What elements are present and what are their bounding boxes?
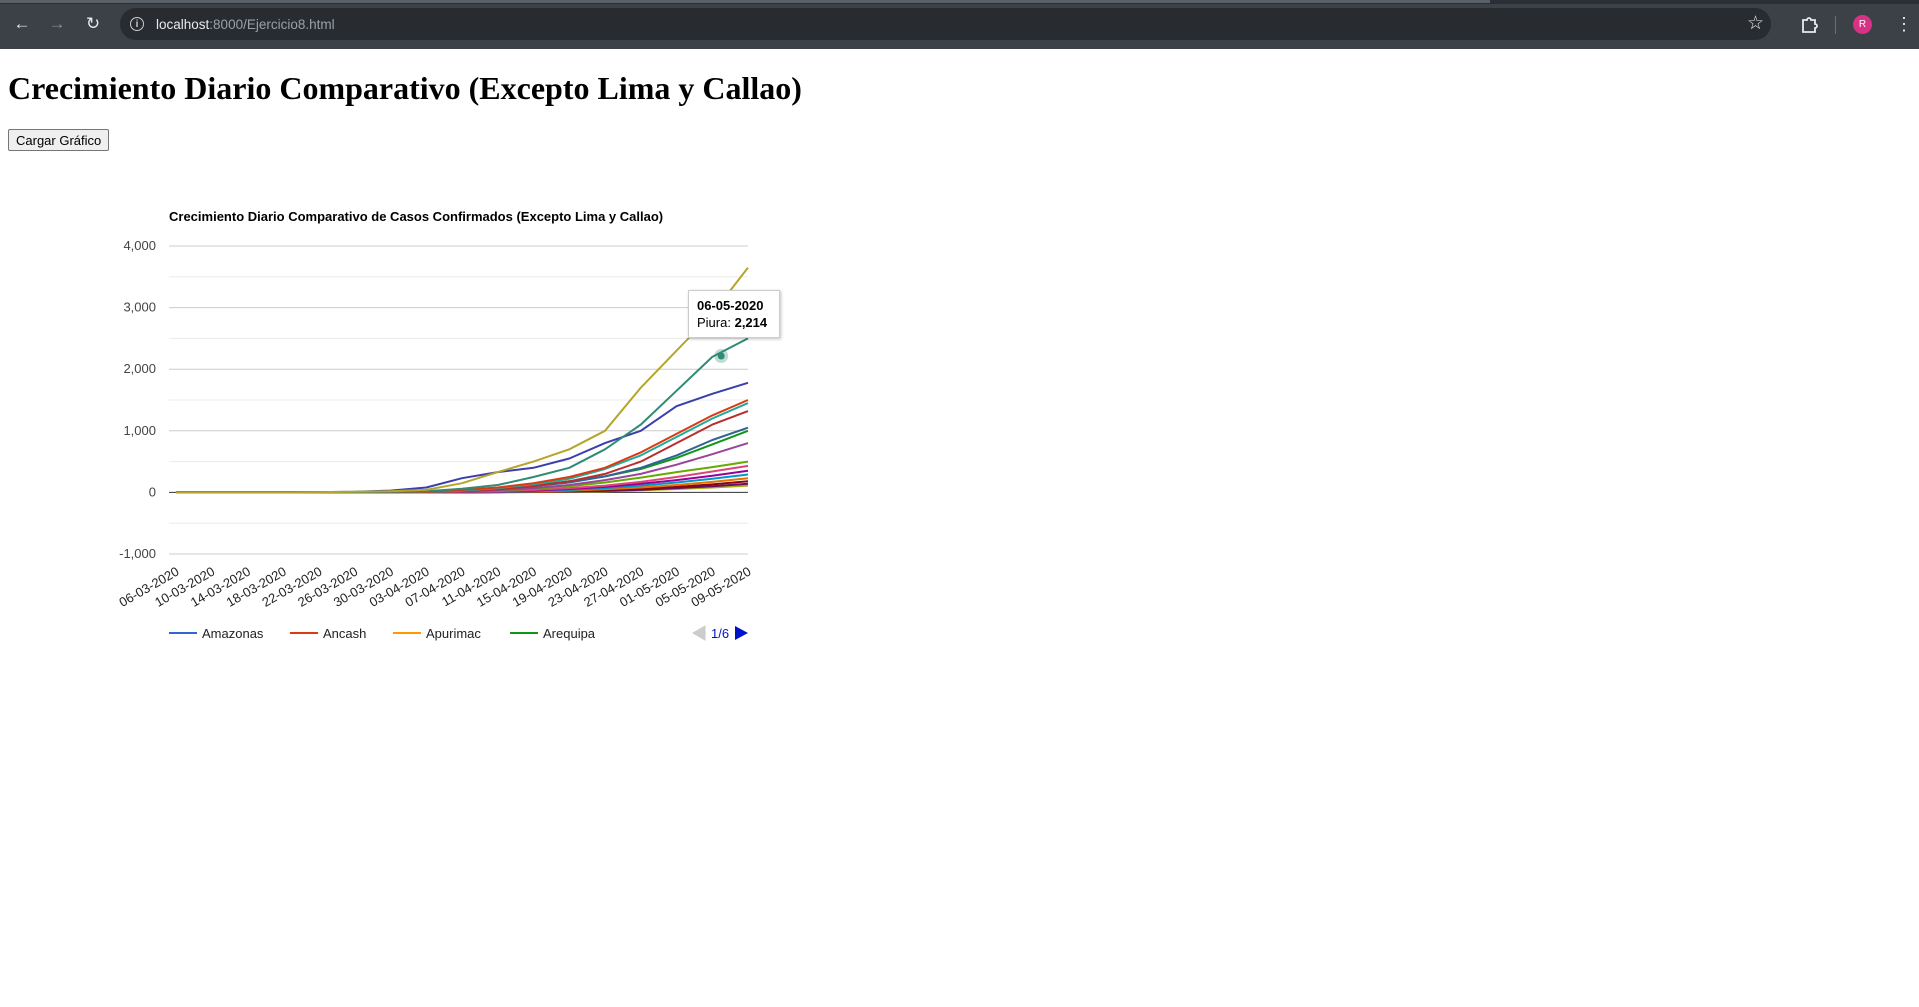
url-text[interactable]: localhost:8000/Ejercicio8.html bbox=[156, 17, 335, 32]
legend: Amazonas Ancash Apurimac Arequipa 1/6 bbox=[169, 625, 748, 641]
kebab-menu-icon[interactable]: ⋮ bbox=[1895, 14, 1913, 34]
gridlines bbox=[169, 245, 748, 555]
series-line bbox=[176, 266, 749, 494]
profile-avatar[interactable]: R bbox=[1853, 15, 1872, 34]
hover-point bbox=[714, 349, 729, 364]
browser-toolbar: ← → ↻ i localhost:8000/Ejercicio8.html ☆… bbox=[0, 0, 1919, 49]
site-info-icon[interactable]: i bbox=[130, 17, 144, 31]
legend-prev-icon[interactable] bbox=[692, 625, 706, 641]
x-axis-ticks: 06-03-202010-03-202014-03-202018-03-2020… bbox=[116, 564, 753, 610]
tooltip-date: 06-05-2020 bbox=[697, 298, 764, 313]
series-line bbox=[176, 381, 749, 494]
legend-label: Ancash bbox=[323, 626, 366, 641]
bookmark-star-icon[interactable]: ☆ bbox=[1747, 13, 1765, 34]
back-icon[interactable]: ← bbox=[13, 14, 31, 33]
toolbar-divider bbox=[1835, 16, 1836, 34]
legend-label: Arequipa bbox=[543, 626, 596, 641]
legend-label: Amazonas bbox=[202, 626, 264, 641]
y-tick-label: 1,000 bbox=[123, 423, 156, 438]
series-lines bbox=[176, 266, 749, 494]
y-tick-label: -1,000 bbox=[119, 546, 156, 561]
extensions-puzzle-icon[interactable] bbox=[1798, 13, 1820, 35]
forward-icon[interactable]: → bbox=[48, 14, 66, 33]
y-tick-label: 4,000 bbox=[123, 238, 156, 253]
hover-dot bbox=[717, 352, 725, 360]
address-bar[interactable]: i localhost:8000/Ejercicio8.html bbox=[120, 8, 1771, 40]
data-tooltip: 06-05-2020 Piura: 2,214 bbox=[688, 290, 780, 338]
url-path: :8000/Ejercicio8.html bbox=[209, 16, 335, 32]
y-tick-label: 3,000 bbox=[123, 300, 156, 315]
legend-label: Apurimac bbox=[426, 626, 481, 641]
legend-next-icon[interactable] bbox=[735, 626, 748, 640]
tab-strip-edge bbox=[0, 0, 1919, 4]
chart-title: Crecimiento Diario Comparativo de Casos … bbox=[169, 209, 663, 224]
legend-page-label: 1/6 bbox=[711, 626, 729, 641]
y-tick-label: 2,000 bbox=[123, 361, 156, 376]
load-chart-button[interactable]: Cargar Gráfico bbox=[8, 129, 110, 151]
url-host: localhost bbox=[156, 16, 210, 32]
y-axis-ticks: -1,000 0 1,000 2,000 3,000 4,000 bbox=[119, 238, 156, 561]
y-tick-label: 0 bbox=[149, 484, 156, 499]
series-line bbox=[176, 410, 749, 494]
tooltip-value: 2,214 bbox=[734, 315, 768, 330]
page-title: Crecimiento Diario Comparativo (Excepto … bbox=[8, 70, 802, 106]
tooltip-series: Piura: bbox=[697, 315, 731, 330]
reload-icon[interactable]: ↻ bbox=[85, 14, 101, 33]
